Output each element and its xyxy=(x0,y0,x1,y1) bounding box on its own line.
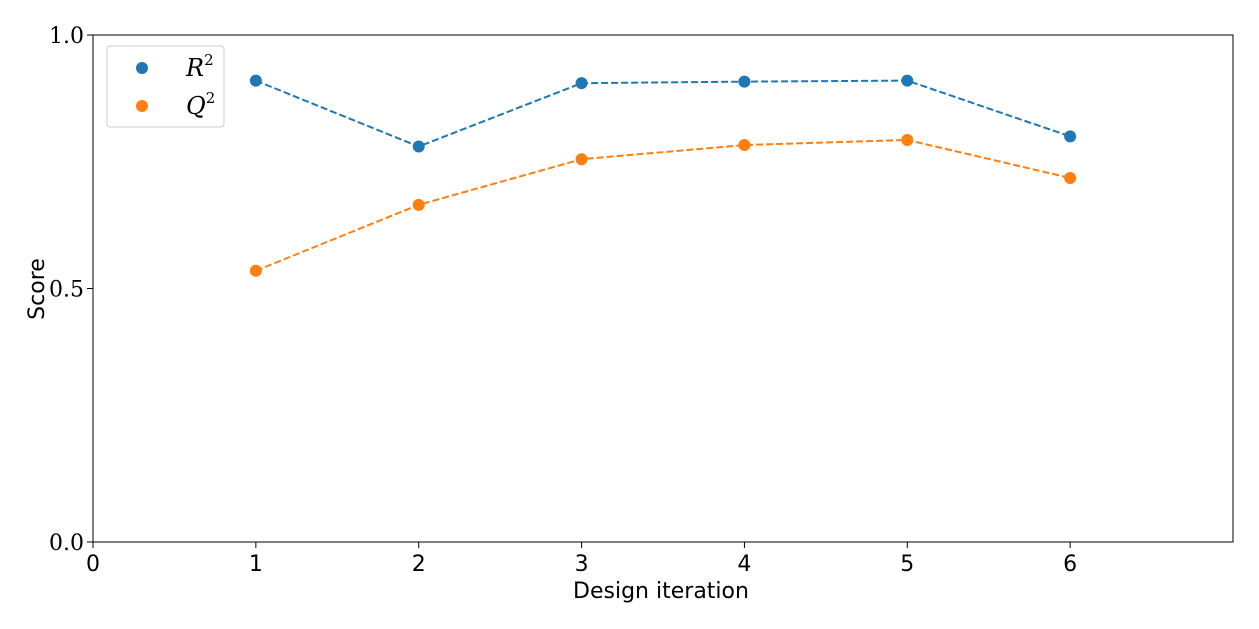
legend-label-r2: R2 xyxy=(185,51,214,82)
data-point-r2 xyxy=(901,74,914,87)
data-point-q2 xyxy=(1064,171,1077,184)
data-point-r2 xyxy=(1064,130,1077,143)
data-point-q2 xyxy=(738,139,751,152)
x-tick-label: 4 xyxy=(737,552,751,577)
x-tick-label: 1 xyxy=(249,552,263,577)
series-line-r2 xyxy=(255,79,1071,148)
data-point-r2 xyxy=(738,75,751,88)
x-axis: 0 1 2 3 4 5 6 xyxy=(86,542,1077,577)
x-tick-label: 0 xyxy=(86,552,100,577)
y-tick-label: 1.0 xyxy=(49,24,84,49)
y-axis: 0.0 0.5 1.0 xyxy=(49,24,93,556)
plot-area xyxy=(92,34,1234,543)
x-tick-label: 5 xyxy=(900,552,914,577)
data-point-q2 xyxy=(412,198,425,211)
plot-frame xyxy=(92,34,1234,543)
data-point-q2 xyxy=(249,264,262,277)
x-axis-label: Design iteration xyxy=(573,579,749,604)
y-tick-label: 0.5 xyxy=(49,278,84,303)
series-layer xyxy=(249,74,1077,277)
legend-marker-r2 xyxy=(136,62,148,74)
data-point-q2 xyxy=(901,133,914,146)
y-axis-label: Score xyxy=(25,258,50,320)
data-point-r2 xyxy=(412,140,425,153)
y-tick-label: 0.0 xyxy=(49,531,84,556)
data-point-q2 xyxy=(575,153,588,166)
legend-label-q2: Q2 xyxy=(186,89,215,120)
x-tick-label: 6 xyxy=(1063,552,1077,577)
data-point-r2 xyxy=(249,74,262,87)
x-tick-label: 3 xyxy=(575,552,589,577)
legend-marker-q2 xyxy=(136,100,148,112)
series-line-q2 xyxy=(255,138,1071,272)
data-point-r2 xyxy=(575,77,588,90)
x-tick-label: 2 xyxy=(412,552,426,577)
